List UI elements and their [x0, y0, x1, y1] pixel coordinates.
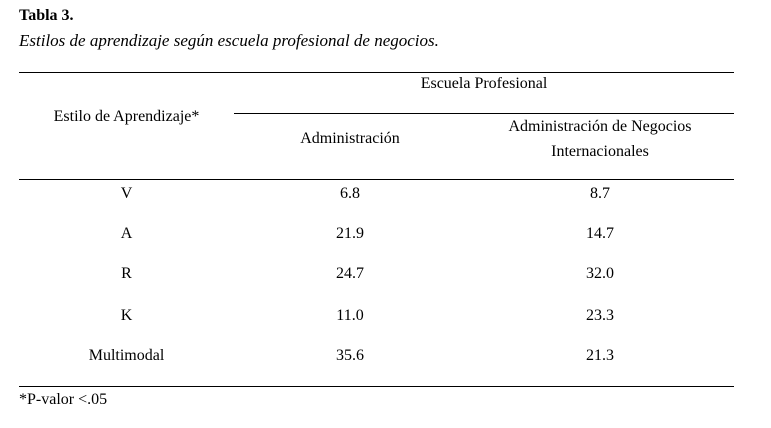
column-header-negocios-internacionales-line-2: Internacionales: [551, 143, 649, 160]
top-rule: [19, 72, 734, 73]
row-header: Estilo de Aprendizaje*: [53, 108, 200, 125]
group-rule: [234, 113, 734, 114]
bottom-rule: [19, 386, 734, 387]
cell-multimodal-administracion: 35.6: [336, 347, 364, 364]
cell-r-negocios-internacionales: 32.0: [586, 265, 614, 282]
row-label-a: A: [120, 225, 133, 242]
header-bottom-rule: [19, 179, 734, 180]
column-header-administracion: Administración: [300, 130, 400, 147]
table-footnote: *P-valor <.05: [19, 391, 108, 408]
table-caption: Estilos de aprendizaje según escuela pro…: [19, 31, 439, 50]
row-label-v: V: [120, 185, 133, 202]
table-number: Tabla 3.: [19, 7, 74, 24]
row-label-multimodal: Multimodal: [88, 347, 165, 364]
row-label-k: K: [120, 307, 133, 324]
cell-a-negocios-internacionales: 14.7: [586, 225, 614, 242]
cell-a-administracion: 21.9: [336, 225, 364, 242]
cell-r-administracion: 24.7: [336, 265, 364, 282]
column-header-negocios-internacionales-line-1: Administración de Negocios: [508, 118, 692, 135]
cell-multimodal-negocios-internacionales: 21.3: [586, 347, 614, 364]
cell-v-administracion: 6.8: [340, 185, 360, 202]
row-label-r: R: [121, 265, 132, 282]
cell-k-negocios-internacionales: 23.3: [586, 307, 614, 324]
group-header: Escuela Profesional: [420, 75, 548, 92]
cell-v-negocios-internacionales: 8.7: [590, 185, 610, 202]
cell-k-administracion: 11.0: [336, 307, 364, 324]
